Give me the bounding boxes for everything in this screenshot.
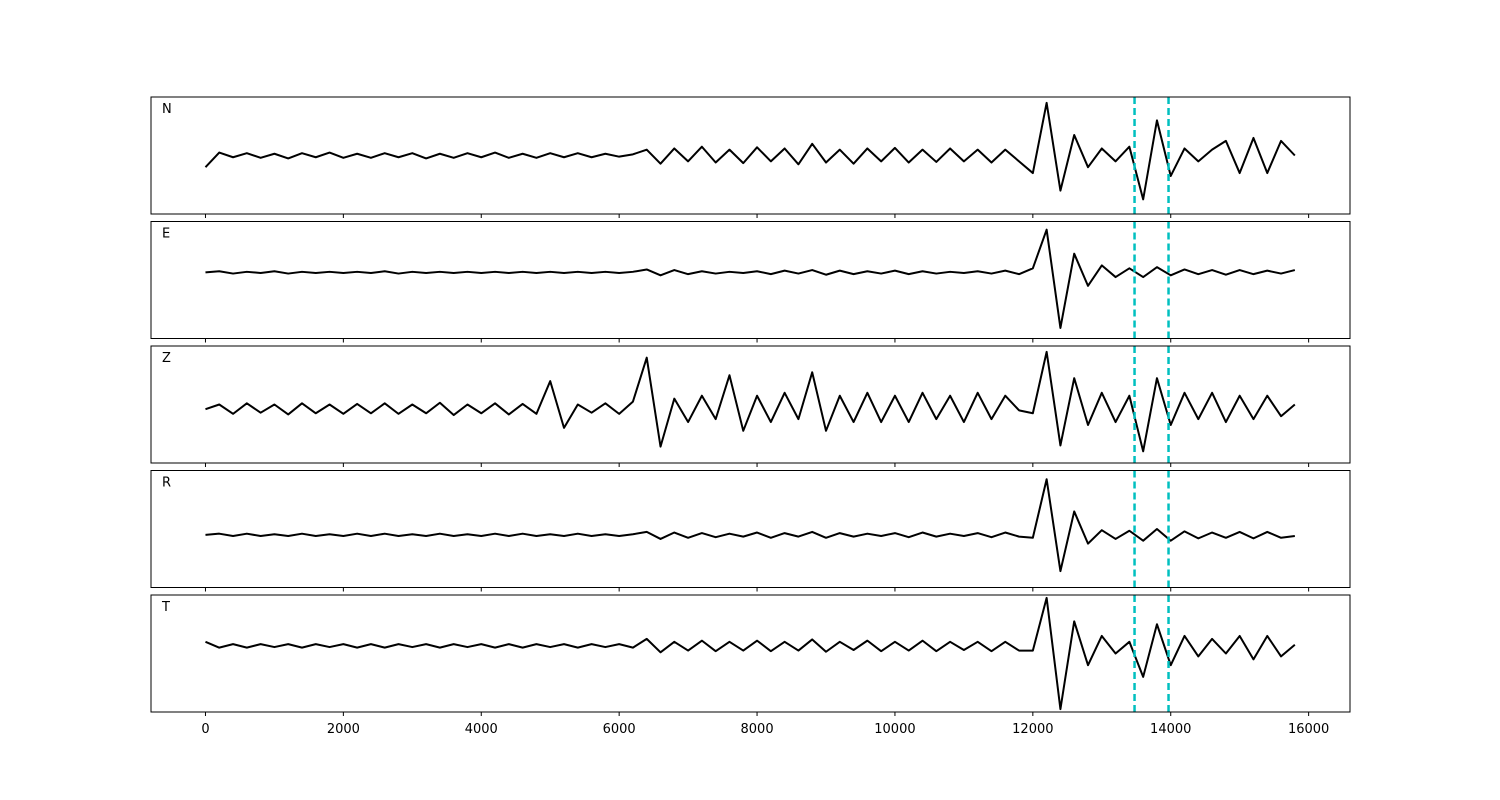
panel-label: E [162,227,170,242]
trace [205,350,1296,453]
panel-frame [150,96,1351,215]
panel-label: N [162,102,172,117]
panel-frame [150,221,1351,339]
x-tick-label: 8000 [741,722,774,737]
panel-frame [150,470,1351,588]
trace [205,596,1296,711]
x-tick-label: 6000 [603,722,636,737]
x-tick-label: 2000 [327,722,360,737]
trace [204,101,1296,201]
panel-label: T [161,600,170,615]
x-tick-label: 0 [201,722,209,737]
x-tick-label: 12000 [1012,722,1053,737]
x-tick-label: 10000 [874,722,915,737]
panel-frame [150,594,1351,713]
panel-label: Z [162,351,171,366]
trace [205,478,1295,573]
x-tick-label: 14000 [1150,722,1191,737]
trace [205,228,1296,329]
x-tick-label: 4000 [465,722,498,737]
x-tick-label: 16000 [1288,722,1329,737]
panel-frame [150,345,1351,464]
panel-label: R [162,476,171,491]
